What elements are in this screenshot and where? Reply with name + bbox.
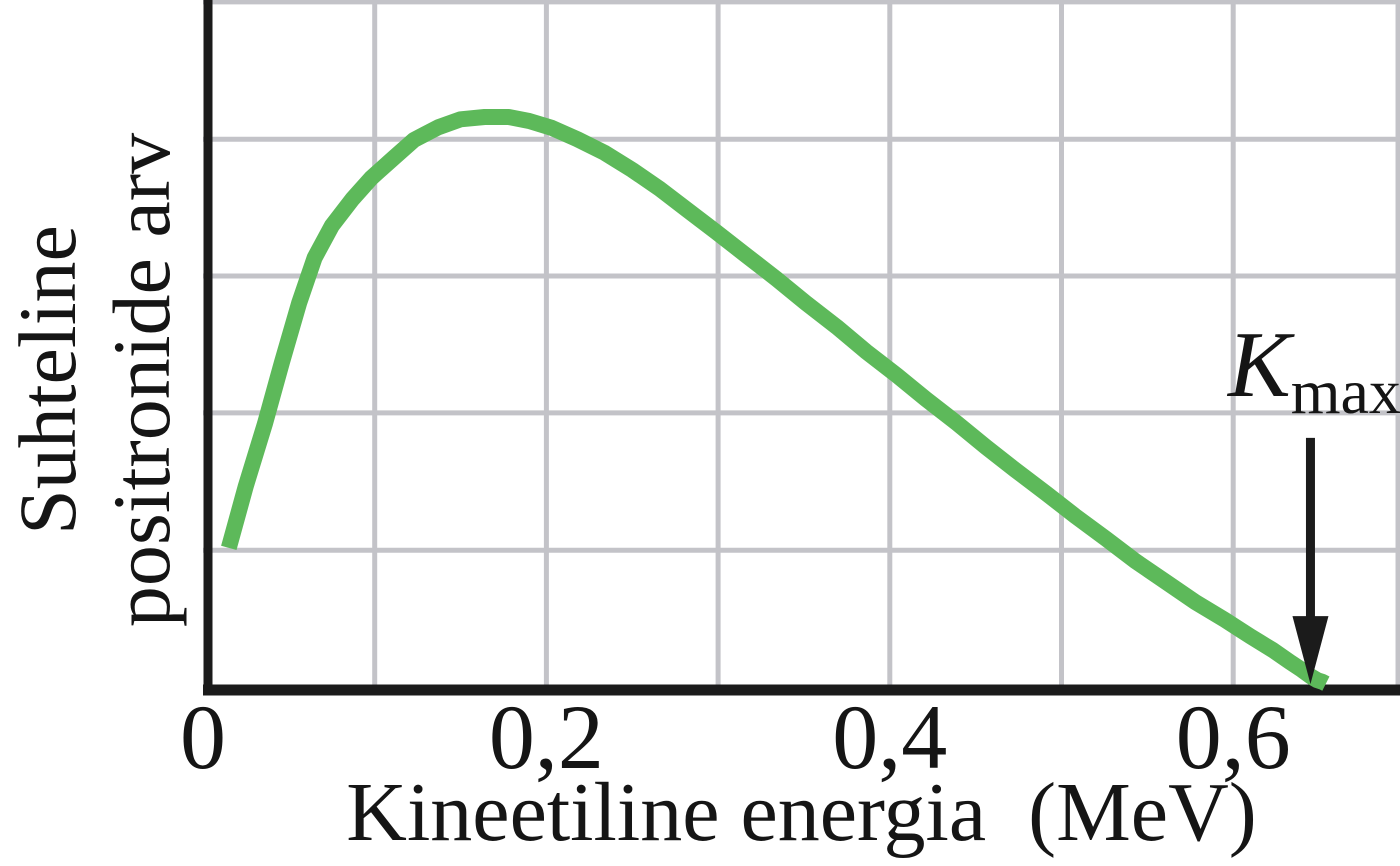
x-tick-label-0: 0 [180,686,226,788]
y-axis-label-line2: positronide arv [96,132,187,628]
axes [203,0,1400,696]
kmax-subscript: max [1290,356,1400,427]
x-tick-label-0-6: 0,6 [1175,686,1291,788]
spectrum-curve-group [221,109,1331,691]
y-axis-label-line1: Suhteline [2,225,93,535]
y-axis-label: Suhteline positronide arv [1,33,189,727]
x-tick-label-0-2: 0,2 [488,686,604,788]
kmax-annotation-label: Kmax [1228,318,1400,424]
kmax-arrow-group [1292,437,1329,685]
spectrum-curve [221,109,1331,691]
x-axis-title: Kineetiline energia (MeV) [346,766,1257,859]
kmax-symbol: K [1228,313,1291,417]
kmax-arrowhead [1292,616,1329,685]
x-tick-label-0-4: 0,4 [832,686,948,788]
gridlines [203,0,1400,685]
